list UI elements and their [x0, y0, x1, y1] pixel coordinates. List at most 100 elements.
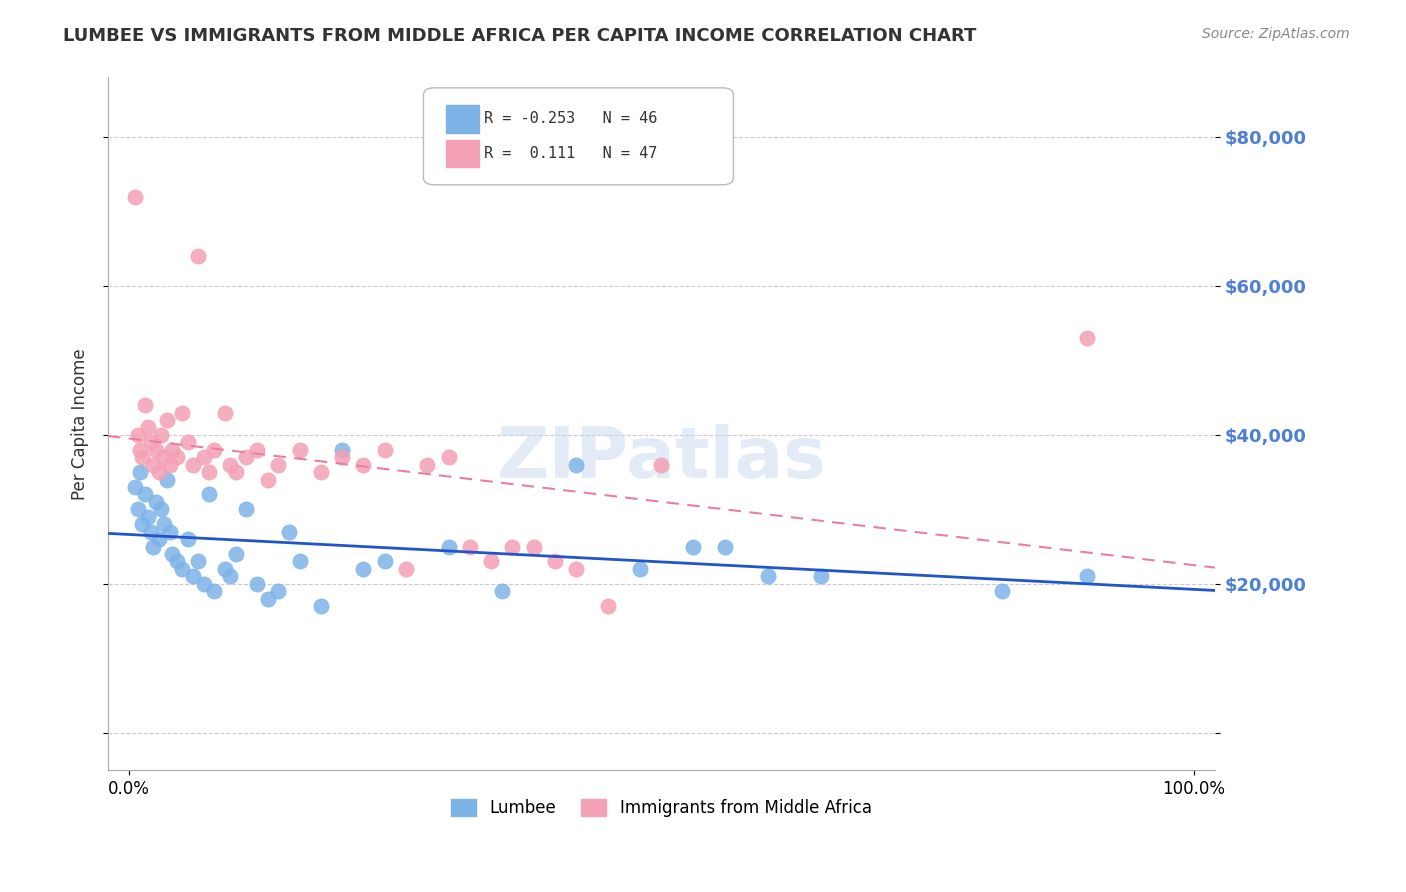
Point	[309, 599, 332, 614]
Point	[145, 495, 167, 509]
Point	[352, 458, 374, 472]
Point	[150, 502, 173, 516]
Point	[139, 524, 162, 539]
Point	[309, 465, 332, 479]
Point	[235, 502, 257, 516]
Point	[256, 473, 278, 487]
Point	[288, 554, 311, 568]
Point	[204, 584, 226, 599]
Point	[160, 442, 183, 457]
Point	[544, 554, 567, 568]
Point	[501, 540, 523, 554]
Point	[479, 554, 502, 568]
Point	[139, 435, 162, 450]
Point	[177, 435, 200, 450]
Point	[256, 591, 278, 606]
Point	[172, 405, 194, 419]
Point	[246, 577, 269, 591]
Point	[145, 442, 167, 457]
Text: LUMBEE VS IMMIGRANTS FROM MIDDLE AFRICA PER CAPITA INCOME CORRELATION CHART: LUMBEE VS IMMIGRANTS FROM MIDDLE AFRICA …	[63, 27, 977, 45]
Point	[214, 405, 236, 419]
Point	[177, 532, 200, 546]
Point	[219, 458, 242, 472]
Point	[160, 547, 183, 561]
Text: R =  0.111   N = 47: R = 0.111 N = 47	[484, 146, 658, 161]
Point	[1076, 569, 1098, 583]
Bar	[446, 105, 479, 133]
Point	[267, 458, 290, 472]
Point	[166, 554, 188, 568]
Point	[277, 524, 299, 539]
Point	[129, 465, 152, 479]
Point	[225, 465, 247, 479]
Point	[198, 487, 221, 501]
Point	[181, 458, 204, 472]
Point	[193, 577, 215, 591]
Point	[159, 458, 181, 472]
Point	[150, 428, 173, 442]
Point	[187, 249, 209, 263]
Point	[650, 458, 672, 472]
Point	[131, 517, 153, 532]
Point	[598, 599, 620, 614]
Point	[124, 480, 146, 494]
Point	[142, 458, 165, 472]
Point	[628, 562, 651, 576]
Point	[330, 442, 353, 457]
Point	[193, 450, 215, 465]
Point	[134, 398, 156, 412]
Point	[181, 569, 204, 583]
Point	[134, 487, 156, 501]
Y-axis label: Per Capita Income: Per Capita Income	[72, 348, 89, 500]
Point	[127, 428, 149, 442]
Point	[437, 540, 460, 554]
Text: ZIPatlas: ZIPatlas	[496, 424, 827, 493]
Point	[187, 554, 209, 568]
Point	[124, 189, 146, 203]
Point	[267, 584, 290, 599]
Point	[565, 562, 588, 576]
Legend: Lumbee, Immigrants from Middle Africa: Lumbee, Immigrants from Middle Africa	[444, 792, 879, 824]
Bar	[446, 140, 479, 168]
Point	[810, 569, 832, 583]
Point	[155, 413, 177, 427]
Point	[246, 442, 269, 457]
Point	[166, 450, 188, 465]
Point	[352, 562, 374, 576]
Point	[756, 569, 779, 583]
Point	[374, 442, 396, 457]
Point	[198, 465, 221, 479]
Point	[458, 540, 481, 554]
Point	[159, 524, 181, 539]
Point	[153, 450, 176, 465]
Point	[330, 450, 353, 465]
Point	[214, 562, 236, 576]
Point	[148, 465, 170, 479]
Point	[416, 458, 439, 472]
Point	[523, 540, 546, 554]
Point	[288, 442, 311, 457]
Point	[142, 540, 165, 554]
Point	[437, 450, 460, 465]
Point	[219, 569, 242, 583]
Point	[395, 562, 418, 576]
Point	[491, 584, 513, 599]
Point	[148, 532, 170, 546]
Point	[682, 540, 704, 554]
Point	[131, 450, 153, 465]
Point	[127, 502, 149, 516]
Point	[991, 584, 1014, 599]
Point	[155, 473, 177, 487]
Point	[565, 458, 588, 472]
Point	[714, 540, 737, 554]
Point	[235, 450, 257, 465]
Point	[204, 442, 226, 457]
Point	[172, 562, 194, 576]
Point	[129, 442, 152, 457]
FancyBboxPatch shape	[423, 87, 734, 185]
Point	[374, 554, 396, 568]
Text: Source: ZipAtlas.com: Source: ZipAtlas.com	[1202, 27, 1350, 41]
Point	[138, 420, 160, 434]
Point	[225, 547, 247, 561]
Point	[138, 509, 160, 524]
